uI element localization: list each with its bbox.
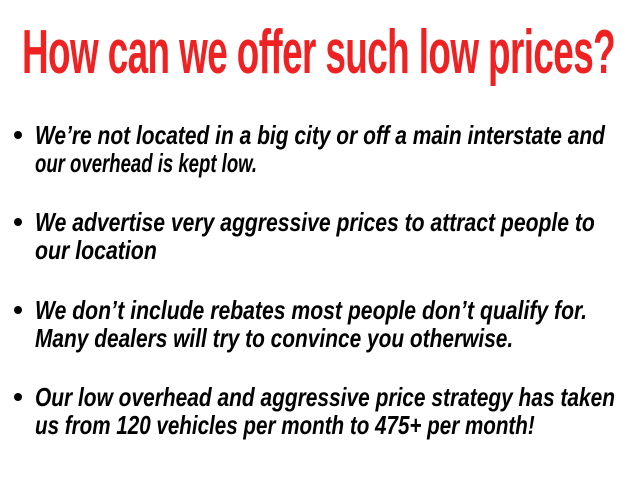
bullet-3-line-1: We don’t include rebates most people don… [35, 295, 587, 325]
bullet-icon [14, 218, 22, 226]
bullet-icon [14, 131, 22, 139]
bullet-2-line-2: our location [35, 235, 157, 265]
bullet-4-line-2: us from 120 vehicles per month to 475+ p… [35, 410, 535, 440]
slide-title: How can we offer such low prices? [22, 18, 616, 87]
bullet-3-line-2: Many dealers will try to convince you ot… [35, 323, 514, 353]
bullet-2-line-1: We advertise very aggressive prices to a… [35, 207, 595, 237]
bullet-icon [14, 393, 22, 401]
bullet-1-line-2: our overhead is kept low. [35, 148, 258, 178]
bullet-1-line-1: We’re not located in a big city or off a… [35, 120, 605, 150]
bullet-4-line-1: Our low overhead and aggressive price st… [35, 382, 616, 412]
bullet-icon [14, 306, 22, 314]
